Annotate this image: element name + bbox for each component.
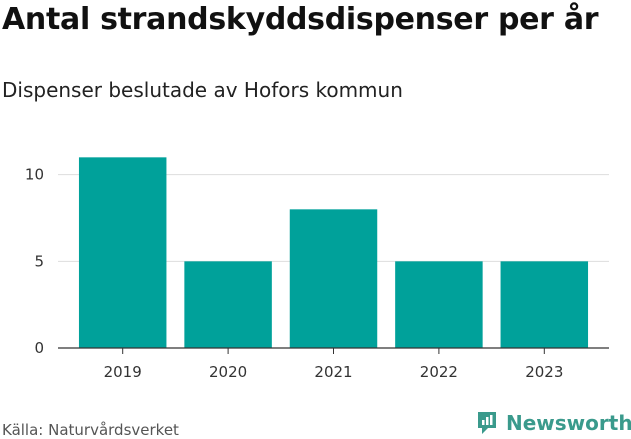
newsworthy-logo-icon [478,412,496,434]
bar-2020 [184,261,272,348]
brand-logo: Newsworthy [476,408,631,438]
bar-2019 [78,157,167,348]
x-tick-label: 2019 [104,363,142,381]
chart-subtitle: Dispenser beslutade av Hofors kommun [2,78,403,102]
bar-2023 [500,261,589,348]
bar-2022 [395,261,483,348]
brand-name: Newsworthy [506,411,631,435]
source-note: Källa: Naturvårdsverket [2,421,179,439]
x-tick-label: 2023 [525,363,563,381]
y-tick-label: 5 [34,252,44,270]
y-tick-label: 10 [25,166,44,184]
bar-2021 [289,209,378,348]
chart-title: Antal strandskyddsdispenser per år [2,2,599,37]
x-tick-label: 2021 [314,363,352,381]
y-tick-label: 0 [34,339,44,357]
x-tick-label: 2022 [420,363,458,381]
x-tick-label: 2020 [209,363,247,381]
